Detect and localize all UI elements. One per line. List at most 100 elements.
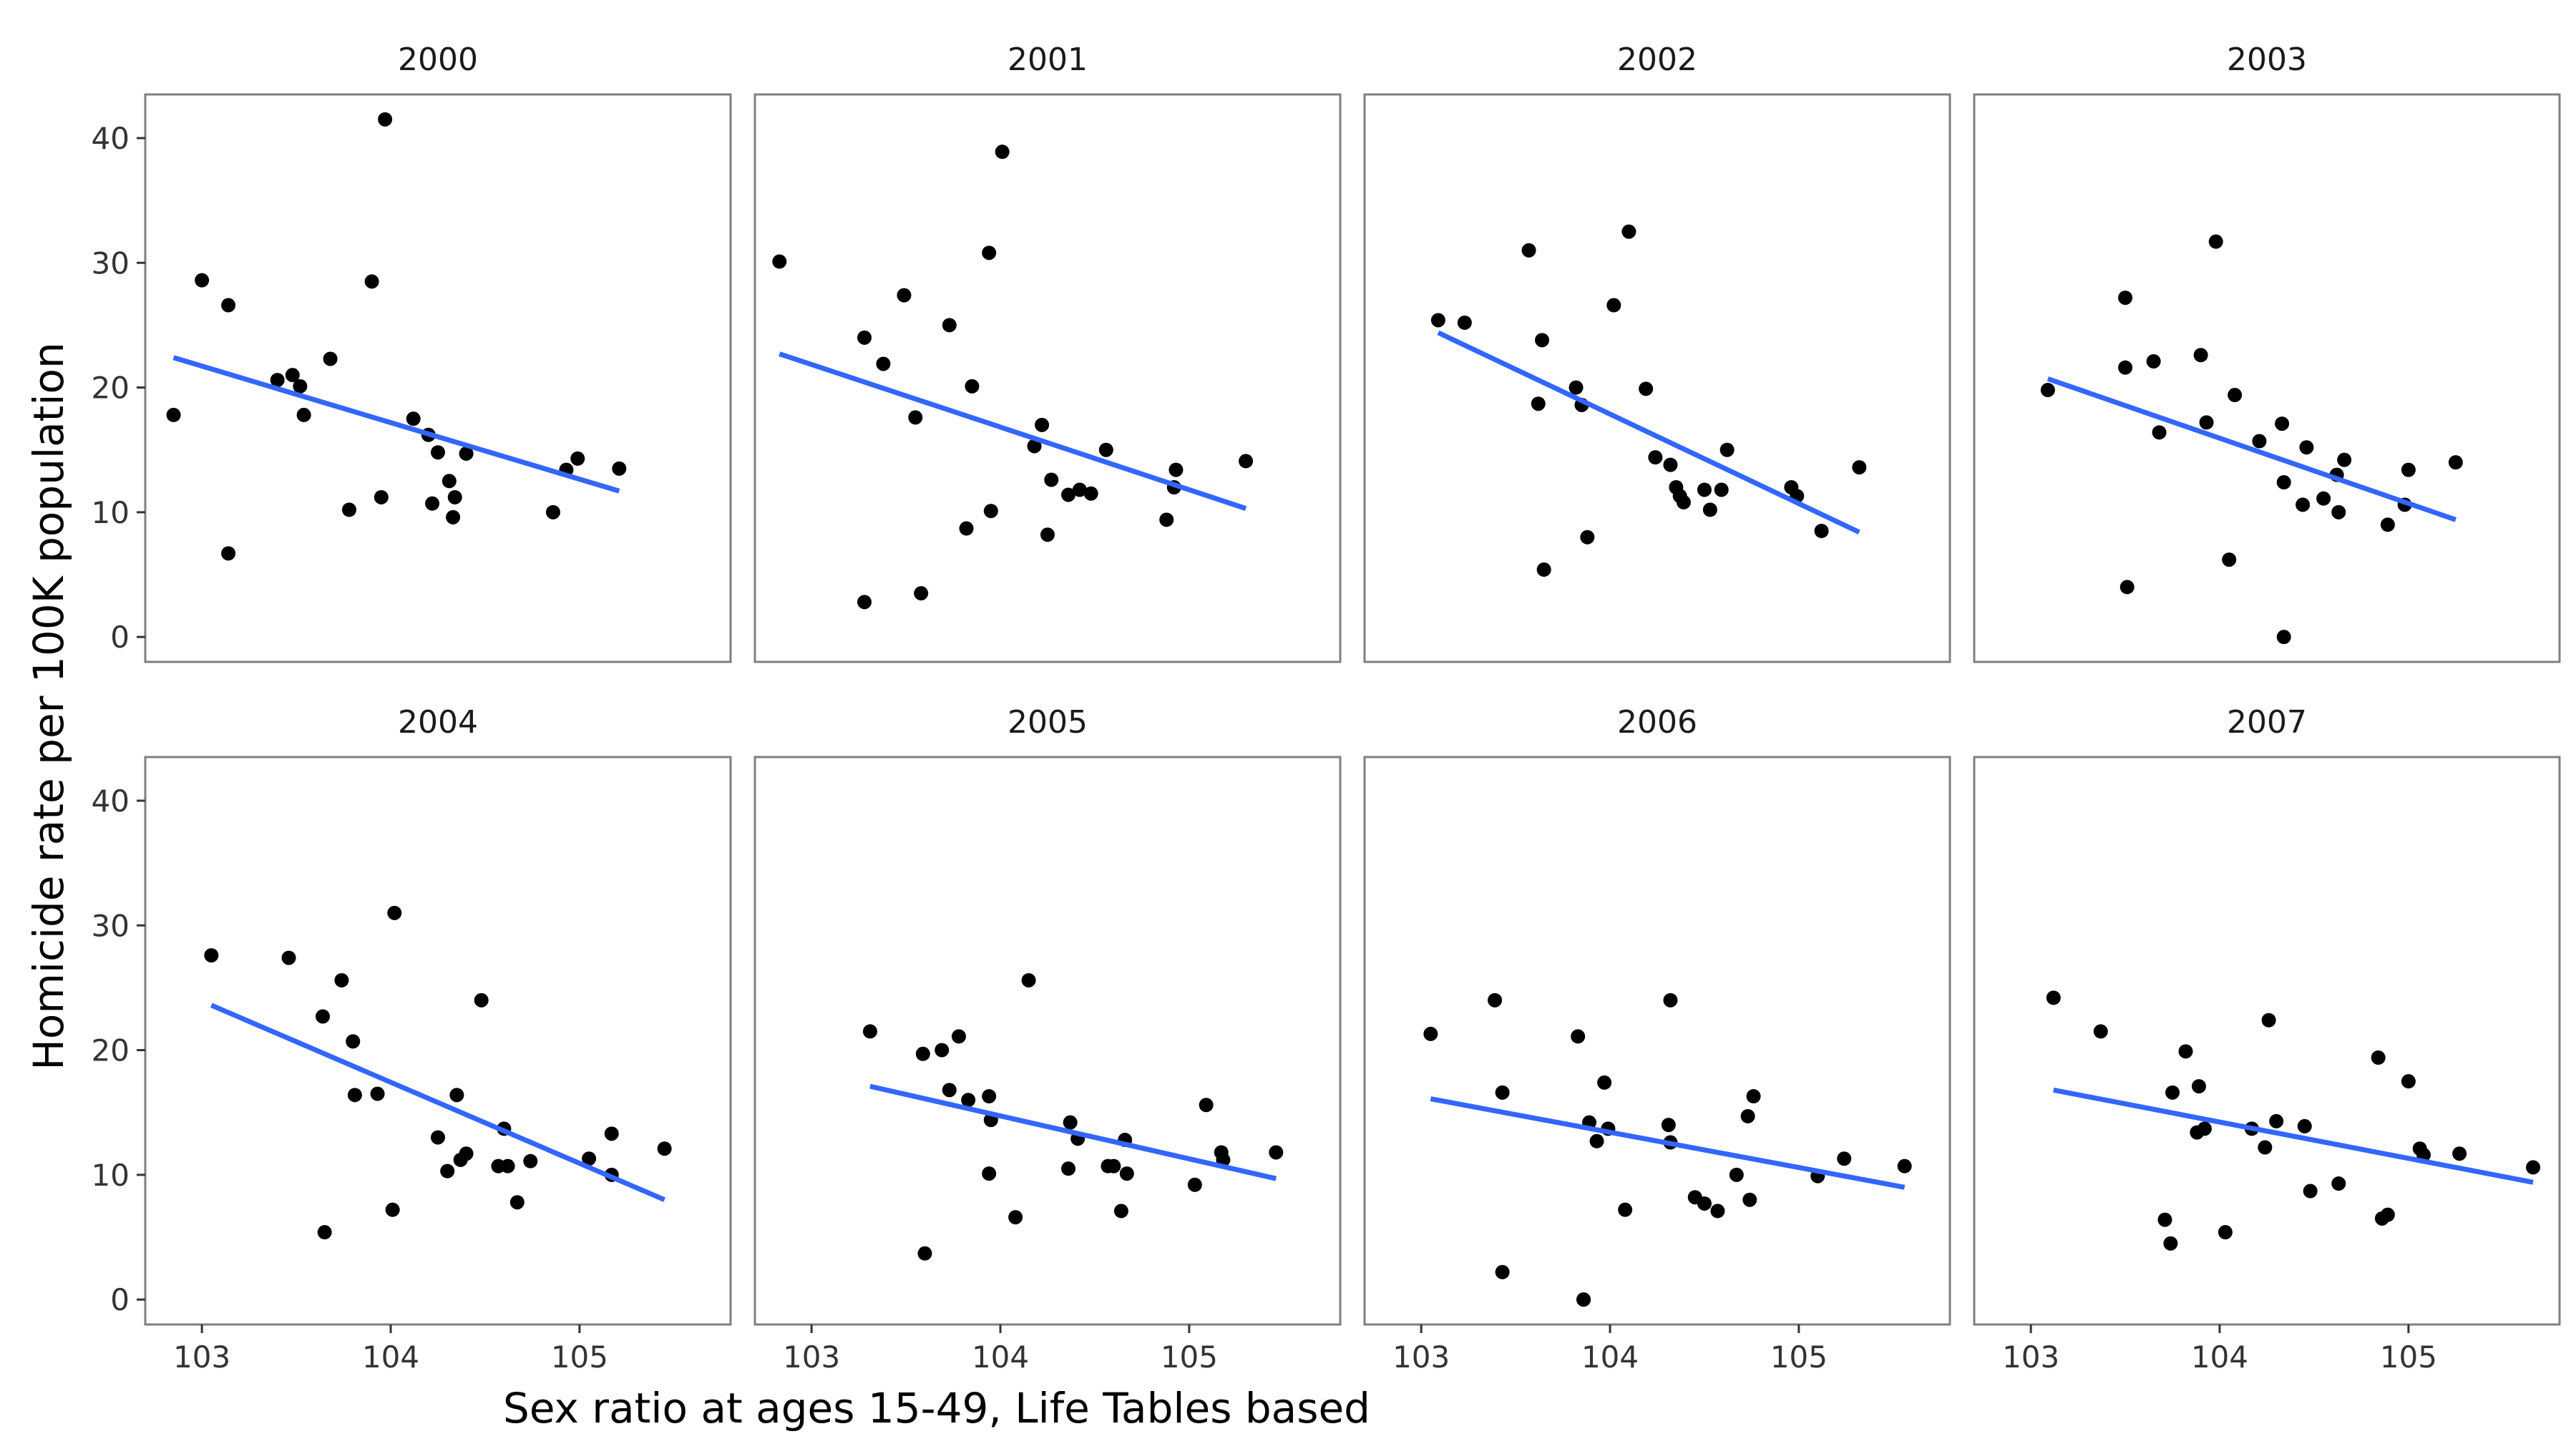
data-point — [449, 1088, 464, 1103]
data-point — [983, 504, 998, 519]
y-tick-label: 30 — [92, 245, 130, 280]
facet-title: 2002 — [1617, 42, 1697, 78]
x-tick-label: 104 — [1581, 1340, 1639, 1375]
y-tick-label: 40 — [92, 121, 130, 156]
data-point — [2118, 360, 2133, 375]
x-tick-label: 104 — [362, 1340, 419, 1375]
data-point — [1008, 1210, 1023, 1225]
data-point — [2380, 1207, 2395, 1222]
data-point — [2526, 1160, 2541, 1175]
data-point — [221, 546, 236, 561]
data-point — [374, 489, 389, 504]
data-point — [772, 254, 787, 269]
trend-line — [172, 355, 620, 494]
data-point — [2337, 452, 2352, 467]
data-point — [1597, 1075, 1612, 1090]
data-point — [965, 379, 980, 394]
facet-panel-2003: 2003 — [1973, 42, 2561, 663]
data-point — [857, 330, 872, 345]
data-point — [2299, 440, 2314, 455]
data-point — [897, 288, 912, 303]
facet-panel-2000: 2000 0 10 20 30 40 — [92, 42, 732, 663]
data-point — [959, 521, 974, 536]
x-tick-label: 103 — [783, 1340, 840, 1375]
data-point — [1663, 457, 1678, 472]
facet-title: 2003 — [2227, 42, 2307, 78]
data-point — [1742, 1192, 1757, 1207]
data-point — [509, 1195, 525, 1210]
facet-panel-2001: 2001 — [753, 42, 1342, 663]
data-point — [2276, 475, 2291, 490]
data-point — [270, 373, 285, 388]
data-point — [1648, 450, 1663, 465]
data-point — [2157, 1212, 2172, 1227]
panel-border — [144, 93, 732, 663]
data-point — [1035, 417, 1050, 432]
data-point — [570, 451, 585, 466]
data-point — [459, 446, 474, 461]
data-point — [2218, 1225, 2233, 1240]
data-point — [942, 318, 957, 333]
facet-panel-2005: 2005 103 104 105 — [753, 704, 1342, 1375]
data-point — [2197, 1121, 2212, 1136]
trend-line — [779, 351, 1247, 511]
data-point — [1098, 442, 1113, 457]
data-point — [2163, 1236, 2178, 1251]
x-tick-label: 105 — [551, 1340, 608, 1375]
data-point — [523, 1153, 538, 1169]
data-point — [2118, 291, 2133, 306]
data-point — [612, 461, 627, 476]
y-tick-label: 20 — [92, 1033, 130, 1068]
trend-line — [2046, 376, 2457, 522]
data-point — [2208, 234, 2223, 249]
data-point — [447, 489, 462, 504]
data-point — [1495, 1264, 1510, 1279]
x-tick-label: 105 — [1770, 1340, 1828, 1375]
data-point — [862, 1024, 877, 1039]
data-point — [1606, 298, 1621, 313]
data-point — [1488, 992, 1503, 1008]
data-point — [1159, 512, 1174, 527]
y-tick-label: 10 — [92, 1158, 130, 1193]
data-point — [1021, 972, 1036, 987]
data-point — [1199, 1098, 1214, 1113]
panel-border — [1363, 756, 1951, 1326]
data-point — [1495, 1085, 1510, 1100]
y-tick-label: 0 — [110, 1282, 130, 1317]
data-point — [1063, 1115, 1078, 1130]
data-point — [1697, 1196, 1712, 1211]
data-point — [1714, 482, 1729, 497]
trend-line — [869, 1083, 1277, 1181]
data-point — [1119, 1166, 1134, 1181]
data-point — [1697, 482, 1712, 497]
data-point — [2401, 1074, 2416, 1089]
data-point — [935, 1043, 950, 1058]
data-point — [1269, 1145, 1284, 1160]
panel-border — [753, 756, 1342, 1326]
data-point — [285, 368, 300, 383]
data-point — [2296, 497, 2311, 512]
x-tick-label: 104 — [972, 1340, 1029, 1375]
facet-title: 2006 — [1617, 704, 1697, 741]
data-point — [2297, 1118, 2312, 1133]
panel-border — [1973, 93, 2561, 663]
data-point — [961, 1093, 976, 1108]
data-point — [500, 1158, 515, 1174]
facet-title: 2001 — [1008, 42, 1088, 78]
data-point — [2192, 1079, 2207, 1094]
data-point — [316, 1009, 331, 1024]
data-point — [459, 1146, 474, 1161]
data-point — [1169, 462, 1184, 477]
data-point — [204, 948, 219, 963]
data-point — [2178, 1044, 2193, 1059]
data-point — [1897, 1158, 1912, 1174]
data-point — [2146, 353, 2161, 369]
y-tick-label: 20 — [92, 371, 130, 406]
data-point — [917, 1246, 932, 1261]
data-point — [425, 496, 440, 511]
data-point — [914, 586, 929, 601]
data-point — [341, 502, 356, 517]
data-point — [2222, 552, 2237, 567]
data-point — [1576, 1292, 1591, 1307]
